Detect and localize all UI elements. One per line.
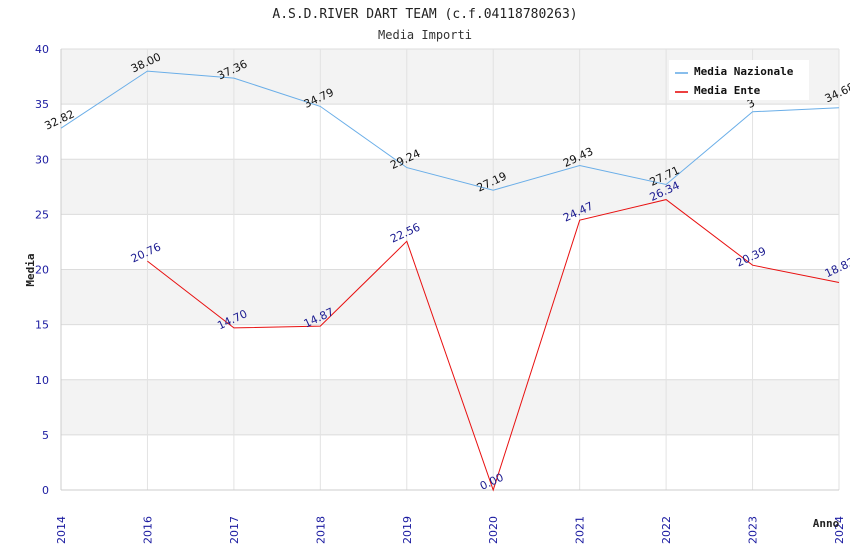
plot-band <box>61 379 839 435</box>
plot-band <box>61 269 839 325</box>
y-tick-label: 15 <box>35 319 49 332</box>
legend: Media Nazionale Media Ente <box>669 60 809 100</box>
plot-band <box>61 324 839 380</box>
legend-label-media-nazionale: Media Nazionale <box>694 65 794 78</box>
plot-band <box>61 214 839 270</box>
series-line-media-ente <box>147 199 840 492</box>
chart-title: A.S.D.RIVER DART TEAM (c.f.04118780263) <box>272 7 577 22</box>
chart-subtitle: Media Importi <box>378 28 472 42</box>
x-tick-label: 2014 <box>55 516 68 544</box>
legend-label-media-ente: Media Ente <box>694 84 761 97</box>
x-tick-label: 2022 <box>660 516 673 544</box>
axes <box>60 49 839 491</box>
x-tick-label: 2020 <box>487 516 500 544</box>
plot-band <box>61 104 839 160</box>
series-lines <box>60 70 840 492</box>
x-axis-ticks: 2014 2016 2017 2018 2019 2020 2021 2022 2023 2024 <box>55 516 846 544</box>
x-tick-label: 2024 <box>833 516 846 544</box>
data-label: 3 <box>745 96 757 111</box>
y-axis-ticks: 0 5 10 15 20 25 30 35 40 <box>35 43 49 497</box>
y-tick-label: 25 <box>35 208 49 221</box>
x-tick-label: 2019 <box>401 516 414 544</box>
x-tick-label: 2018 <box>314 516 327 544</box>
y-tick-label: 5 <box>42 429 49 442</box>
plot-band <box>61 159 839 215</box>
x-axis-label: Anno <box>813 517 840 530</box>
y-tick-label: 0 <box>42 484 49 497</box>
x-tick-label: 2016 <box>141 516 154 544</box>
x-tick-label: 2023 <box>747 516 760 544</box>
y-tick-label: 35 <box>35 98 49 111</box>
legend-box <box>669 60 809 100</box>
y-axis-label: Media <box>24 253 37 286</box>
y-tick-label: 40 <box>35 43 49 56</box>
y-tick-label: 20 <box>35 264 49 277</box>
plot-band <box>61 434 839 490</box>
series-line-media-nazionale <box>60 70 840 191</box>
y-tick-label: 10 <box>35 374 49 387</box>
x-tick-label: 2021 <box>574 516 587 544</box>
plot-background <box>61 49 839 490</box>
x-tick-label: 2017 <box>228 516 241 544</box>
y-tick-label: 30 <box>35 153 49 166</box>
